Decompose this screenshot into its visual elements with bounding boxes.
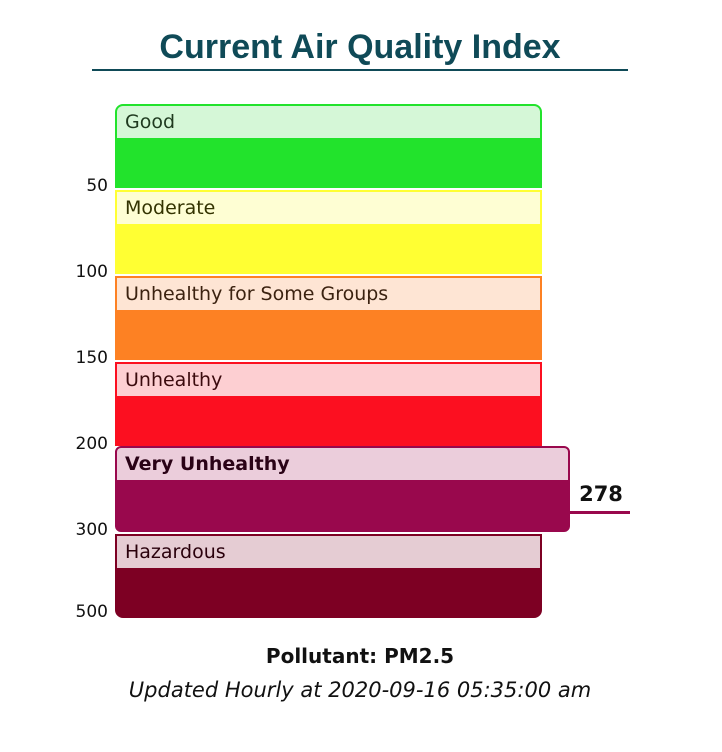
aqi-band-label: Unhealthy for Some Groups <box>117 278 540 310</box>
aqi-scale: Good Moderate Unhealthy for Some Groups Unh… <box>115 104 570 618</box>
title-underline <box>92 69 628 71</box>
tick-label: 100 <box>75 262 108 282</box>
tick-label: 150 <box>75 348 108 368</box>
tick-label: 300 <box>75 520 108 540</box>
aqi-band-label: Good <box>117 106 540 138</box>
aqi-band-moderate: Moderate <box>115 190 542 274</box>
current-aqi-marker <box>568 511 630 514</box>
chart-title: Current Air Quality Index <box>159 28 561 66</box>
aqi-band-label: Hazardous <box>117 536 540 568</box>
tick-label: 500 <box>75 602 108 622</box>
aqi-band-label: Moderate <box>117 192 540 224</box>
aqi-band-label: Very Unhealthy <box>117 448 568 480</box>
aqi-band-very-unhealthy: Very Unhealthy <box>115 446 570 532</box>
aqi-band-unhealthy-for-some-groups: Unhealthy for Some Groups <box>115 276 542 360</box>
aqi-band-label: Unhealthy <box>117 364 540 396</box>
aqi-band-good: Good <box>115 104 542 188</box>
tick-label: 200 <box>75 434 108 454</box>
updated-timestamp: Updated Hourly at 2020-09-16 05:35:00 am <box>128 678 592 702</box>
tick-label: 50 <box>86 176 108 196</box>
aqi-band-hazardous: Hazardous <box>115 534 542 618</box>
aqi-band-unhealthy: Unhealthy <box>115 362 542 446</box>
current-aqi-value: 278 <box>579 482 623 506</box>
pollutant-label: Pollutant: PM2.5 <box>265 644 455 668</box>
